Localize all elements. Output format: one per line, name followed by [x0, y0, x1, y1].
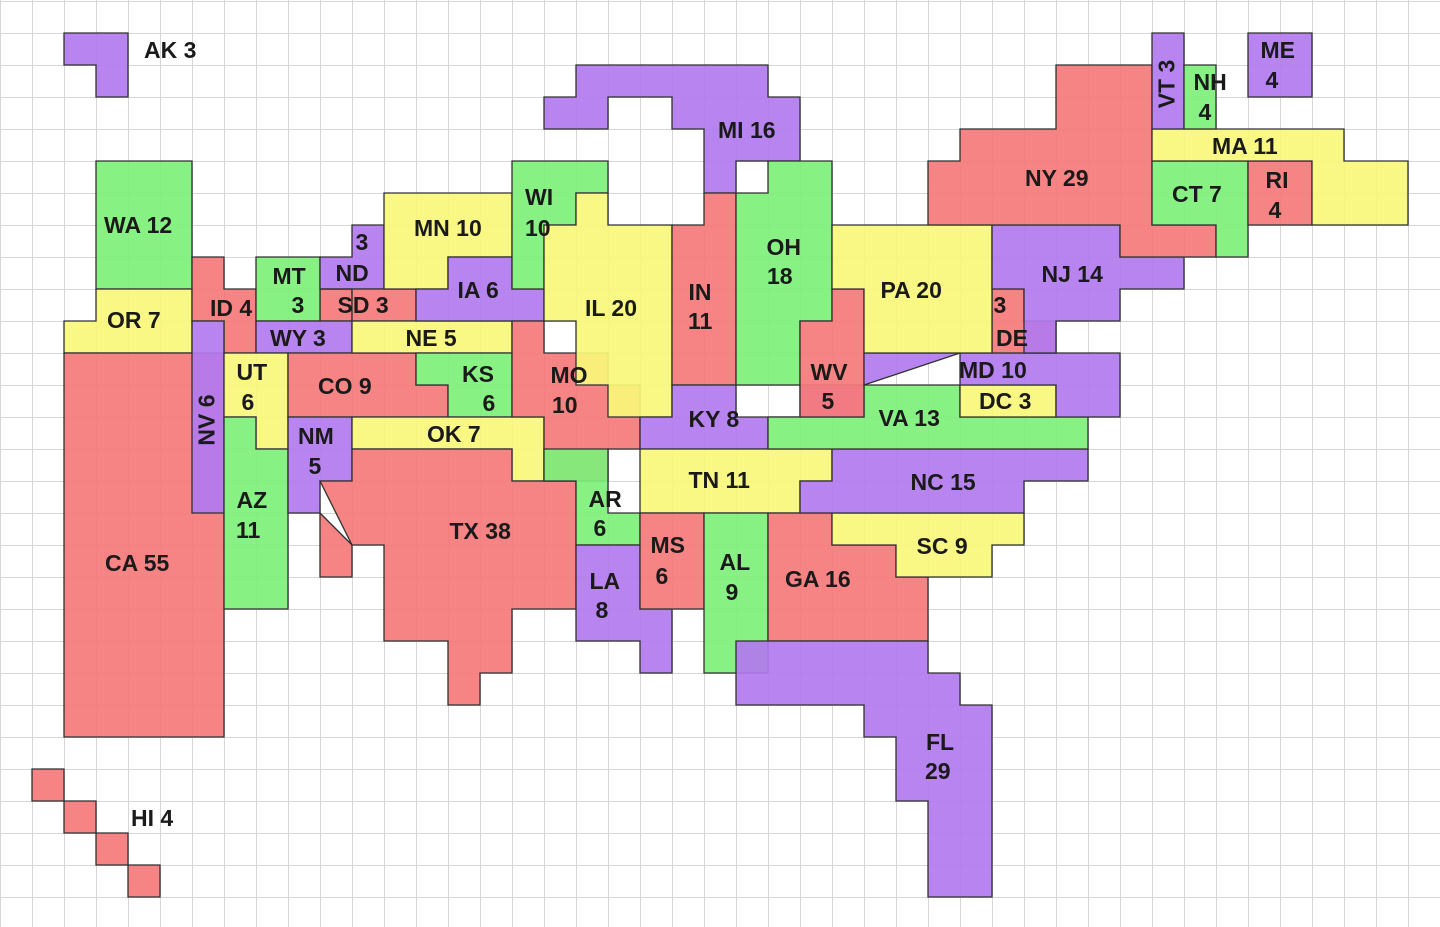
state-label-tn: TN 11 [688, 467, 750, 493]
state-label-oh-code: OH [766, 234, 802, 260]
state-label-nm-code: NM [298, 423, 334, 449]
state-label-dc: DC 3 [979, 388, 1032, 414]
state-label-oh-num: 18 [767, 263, 793, 289]
state-label-md: MD 10 [959, 357, 1027, 383]
state-nh[interactable] [1183, 64, 1217, 130]
state-label-de-code: DE [996, 325, 1028, 351]
state-label-de-num: 3 [993, 292, 1007, 318]
state-label-ri-code: RI [1265, 167, 1289, 193]
state-label-sc: SC 9 [916, 533, 968, 559]
state-label-me-code: ME [1260, 37, 1296, 63]
state-label-nh-num: 4 [1198, 99, 1212, 125]
state-label-mt-num: 3 [291, 292, 305, 318]
state-label-ga: GA 16 [785, 566, 851, 592]
state-label-mn: MN 10 [414, 215, 482, 241]
state-label-la-num: 8 [595, 597, 609, 623]
state-label-co: CO 9 [318, 373, 372, 399]
state-label-or: OR 7 [107, 307, 161, 333]
state-label-sd: SD 3 [337, 292, 389, 318]
state-label-ma: MA 11 [1212, 133, 1278, 159]
state-label-wi-num: 10 [525, 215, 551, 241]
state-label-mt-code: MT [272, 263, 306, 289]
state-label-ks-code: KS [462, 361, 494, 387]
state-label-mo-num: 10 [552, 392, 578, 418]
state-label-ar-num: 6 [593, 515, 607, 541]
state-label-hi: HI 4 [131, 805, 174, 831]
state-label-ny: NY 29 [1025, 165, 1089, 191]
state-ak[interactable] [63, 32, 129, 98]
state-label-wv-num: 5 [821, 388, 835, 414]
state-label-az-code: AZ [236, 487, 268, 513]
state-label-in-code: IN [688, 279, 712, 305]
state-label-pa: PA 20 [880, 277, 942, 303]
state-label-tx: TX 38 [449, 518, 511, 544]
state-label-wv-code: WV [810, 359, 848, 385]
state-label-al-code: AL [719, 549, 751, 575]
state-label-wi-code: WI [525, 184, 554, 210]
state-label-nj: NJ 14 [1041, 261, 1103, 287]
state-label-ca: CA 55 [105, 550, 170, 576]
state-label-ut-code: UT [236, 359, 268, 385]
state-nc[interactable] [799, 448, 1089, 514]
state-hi[interactable] [31, 768, 161, 898]
state-label-al-num: 9 [725, 579, 739, 605]
state-label-wa: WA 12 [104, 212, 173, 238]
state-label-nc: NC 15 [910, 469, 976, 495]
state-label-nd-code: ND [335, 260, 369, 286]
state-label-nd-num: 3 [355, 229, 369, 255]
state-label-ri-num: 4 [1268, 197, 1282, 223]
state-label-nh-code: NH [1193, 69, 1227, 95]
state-label-ky: KY 8 [688, 406, 740, 432]
state-ms[interactable] [639, 512, 705, 610]
state-me[interactable] [1247, 32, 1313, 98]
state-label-ak: AK 3 [144, 37, 197, 63]
state-mi[interactable] [543, 64, 801, 194]
state-ca[interactable] [63, 352, 225, 738]
state-label-id: ID 4 [210, 295, 253, 321]
state-label-fl-code: FL [926, 729, 955, 755]
state-label-vt: VT 3 [1152, 59, 1179, 109]
state-label-fl-num: 29 [925, 758, 951, 784]
state-label-ne: NE 5 [405, 325, 457, 351]
state-tx[interactable] [318, 448, 577, 706]
state-label-az-num: 11 [236, 517, 261, 543]
state-label-ms-code: MS [650, 532, 686, 558]
state-fl[interactable] [735, 640, 993, 898]
state-label-ia: IA 6 [457, 277, 499, 303]
state-md[interactable] [863, 352, 1121, 418]
state-label-ct: CT 7 [1172, 181, 1222, 207]
state-ma[interactable] [1151, 128, 1409, 226]
state-label-mi: MI 16 [718, 117, 776, 143]
state-label-nm-num: 5 [308, 453, 322, 479]
state-label-ks-num: 6 [482, 390, 496, 416]
state-label-nv: NV 6 [193, 394, 220, 446]
state-label-la-code: LA [589, 568, 621, 594]
state-label-ar-code: AR [588, 486, 622, 512]
state-label-me-num: 4 [1265, 67, 1279, 93]
state-label-ut-num: 6 [241, 389, 255, 415]
state-label-wy: WY 3 [270, 325, 326, 351]
state-label-ms-num: 6 [655, 563, 669, 589]
state-label-ok: OK 7 [427, 421, 481, 447]
state-label-in-num: 11 [688, 308, 713, 334]
state-label-mo-code: MO [550, 362, 588, 388]
state-label-va: VA 13 [878, 405, 940, 431]
state-sc[interactable] [831, 512, 1025, 578]
state-label-il: IL 20 [585, 295, 637, 321]
